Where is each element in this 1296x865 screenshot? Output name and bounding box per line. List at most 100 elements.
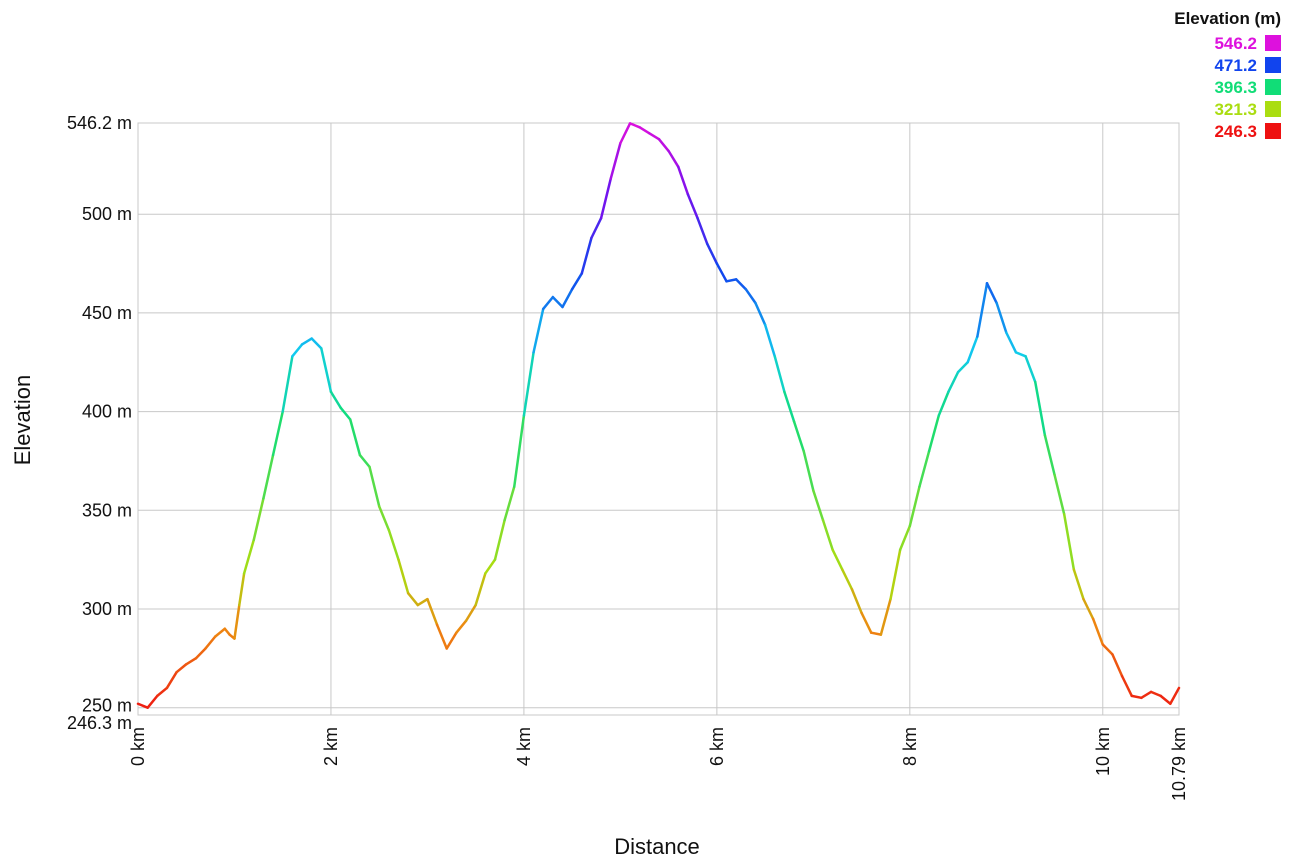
legend-swatch — [1265, 35, 1281, 51]
legend-swatch — [1265, 101, 1281, 117]
elevation-segment — [455, 619, 468, 634]
elevation-segment — [580, 236, 593, 275]
elevation-segment — [995, 301, 1008, 334]
elevation-segment — [464, 603, 477, 623]
elevation-segment — [773, 355, 786, 394]
y-axis-ticks: 546.2 m 500 m 450 m 400 m 350 m 300 m 250 m246… — [67, 113, 132, 733]
elevation-segment — [648, 132, 661, 141]
elevation-segment — [1043, 434, 1056, 477]
elevation-segment — [233, 603, 241, 640]
elevation-segment — [956, 360, 969, 374]
elevation-segment — [686, 193, 699, 220]
legend-value: 546.2 — [1214, 34, 1257, 53]
elevation-segment — [1120, 674, 1133, 698]
elevation-segment — [1159, 694, 1172, 705]
legend-swatch — [1265, 123, 1281, 139]
elevation-segment — [397, 558, 410, 595]
elevation-segment — [406, 591, 420, 607]
elevation-segment — [1062, 512, 1076, 571]
elevation-segment — [175, 663, 188, 674]
elevation-segment — [262, 453, 275, 500]
x-tick-label: 0 km — [128, 727, 148, 766]
x-tick-label: 10 km — [1093, 727, 1113, 776]
elevation-segment — [1140, 690, 1153, 700]
elevation-segment — [705, 242, 719, 265]
legend-swatch — [1265, 57, 1281, 73]
x-axis-ticks: 0 km 2 km 4 km 6 km 8 km 10 km 10.79 km — [128, 727, 1189, 801]
elevation-segment — [985, 282, 998, 305]
elevation-segment — [1101, 643, 1114, 656]
elevation-segment — [1014, 351, 1027, 358]
elevation-segment — [599, 177, 612, 220]
elevation-segment — [1024, 355, 1037, 384]
x-axis-title: Distance — [614, 834, 700, 859]
y-tick-label: 250 m — [82, 696, 132, 716]
elevation-segment — [1072, 568, 1085, 601]
elevation-segment — [435, 623, 448, 650]
elevation-segment — [850, 588, 863, 615]
elevation-segment — [291, 343, 304, 358]
elevation-segment — [1005, 331, 1018, 354]
legend-title: Elevation (m) — [1174, 9, 1281, 28]
elevation-segment — [696, 216, 709, 246]
elevation-segment — [532, 307, 545, 354]
elevation-segment — [238, 572, 246, 607]
elevation-segment — [493, 518, 506, 561]
elevation-segment — [1130, 694, 1143, 700]
elevation-segment — [657, 137, 670, 153]
y-tick-label: 500 m — [82, 204, 132, 224]
elevation-segment — [1149, 690, 1162, 698]
elevation-segment — [1053, 473, 1066, 516]
elevation-segment — [734, 278, 748, 291]
elevation-segment — [368, 465, 381, 508]
elevation-segment — [947, 370, 960, 394]
elevation-segment — [551, 295, 564, 309]
elevation-segment — [1033, 380, 1047, 437]
elevation-segment — [358, 453, 371, 469]
legend-swatch — [1265, 79, 1281, 95]
x-tick-label: 2 km — [321, 727, 341, 766]
elevation-segment — [869, 631, 883, 636]
elevation-segment — [628, 122, 641, 129]
elevation-segment — [1111, 653, 1124, 678]
x-tick-label: 4 km — [514, 727, 534, 766]
y-tick-label: 246.3 m — [67, 713, 132, 733]
elevation-segment — [590, 216, 603, 240]
elevation-segment — [841, 568, 854, 591]
elevation-segment — [252, 497, 265, 542]
elevation-segment — [146, 694, 159, 709]
elevation-segment — [156, 686, 169, 698]
x-tick-label: 10.79 km — [1169, 727, 1189, 801]
x-tick-label: 8 km — [900, 727, 920, 766]
x-tick-label: 6 km — [707, 727, 727, 766]
elevation-segment — [300, 337, 313, 346]
elevation-segment — [715, 262, 728, 283]
elevation-segment — [213, 627, 227, 638]
elevation-segment — [638, 126, 651, 135]
elevation-segment — [783, 390, 796, 423]
elevation-segment — [744, 287, 757, 305]
elevation-segment — [889, 548, 902, 601]
y-tick-label: 300 m — [82, 599, 132, 619]
elevation-segment — [570, 272, 584, 291]
elevation-segment — [937, 390, 950, 417]
legend-value: 321.3 — [1214, 100, 1257, 119]
elevation-segment — [792, 420, 805, 453]
legend-value: 471.2 — [1214, 56, 1257, 75]
elevation-segment — [908, 485, 921, 528]
elevation-segment — [831, 548, 844, 571]
elevation-segment — [1091, 617, 1105, 646]
elevation-segment — [619, 122, 632, 145]
elevation-segment — [522, 351, 535, 417]
elevation-segment — [812, 489, 825, 522]
elevation-segment — [320, 347, 333, 394]
elevation-segment — [609, 141, 622, 180]
elevation-segment — [165, 670, 178, 690]
elevation-segment — [976, 282, 989, 338]
elevation-segment — [387, 528, 400, 561]
elevation-segment — [416, 597, 429, 607]
elevation-segment — [194, 647, 207, 660]
elevation-segment — [561, 287, 574, 309]
elevation-segment — [677, 165, 690, 196]
